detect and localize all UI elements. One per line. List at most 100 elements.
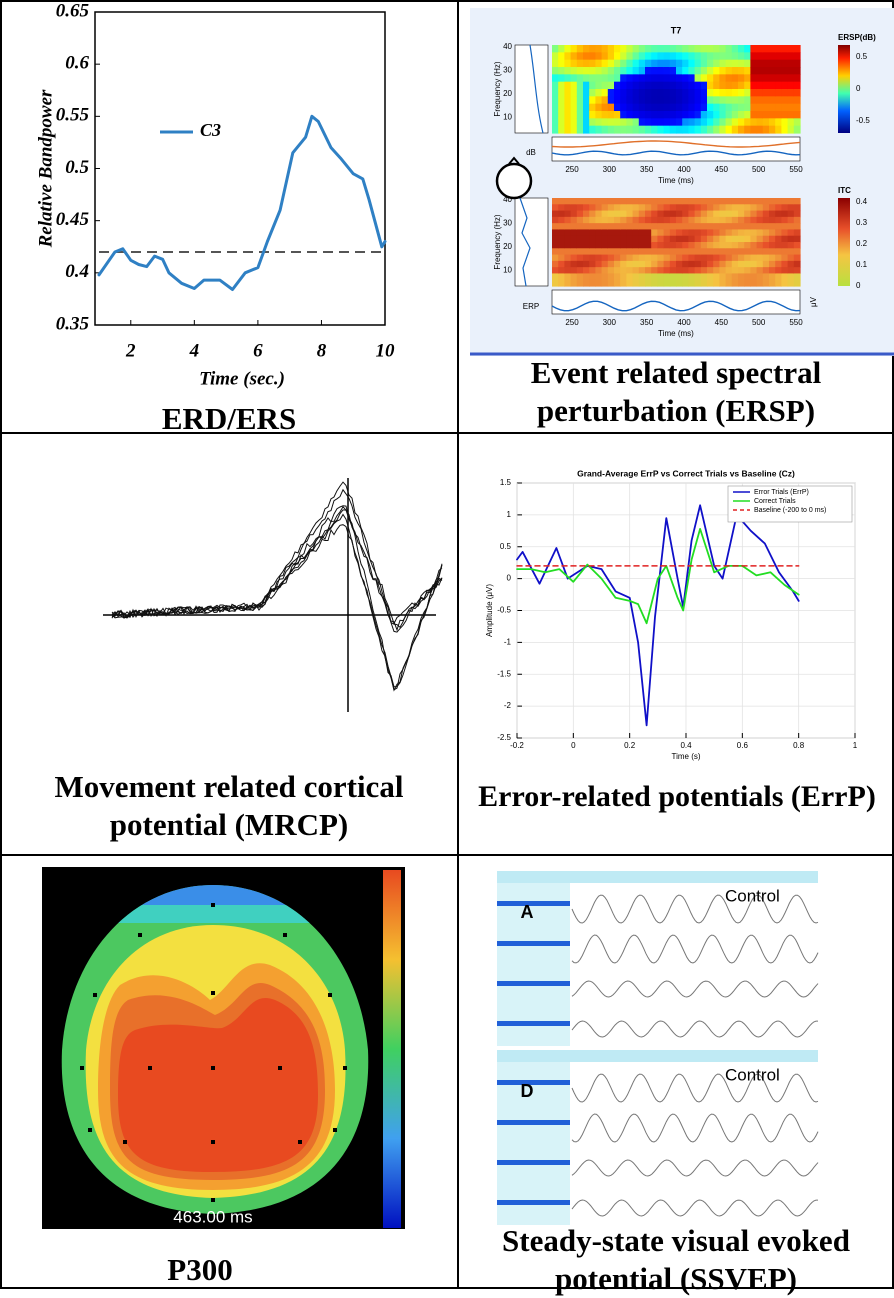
heatmap-cell [564, 248, 572, 256]
heatmap-cell [793, 260, 801, 268]
heatmap-cell [756, 96, 764, 105]
heatmap-cell [552, 45, 559, 53]
heatmap-cell [756, 223, 764, 231]
trace-line [551, 140, 801, 148]
heatmap-cell [657, 260, 665, 268]
heatmap-cell [676, 267, 683, 275]
heatmap-cell [719, 111, 727, 119]
heatmap-cell [620, 204, 627, 212]
heatmap-cell [564, 204, 572, 212]
heatmap-cell [552, 229, 559, 237]
heatmap-cell [769, 81, 776, 90]
heatmap-cell [731, 248, 739, 256]
heatmap-cell [651, 279, 658, 287]
heatmap-cell [719, 96, 727, 105]
heatmap-cell [719, 267, 727, 275]
heatmap-cell [738, 279, 745, 287]
mrcp-trace [111, 481, 443, 633]
heatmap-cell [601, 67, 609, 75]
colorbar-tick-label: 0.2 [856, 239, 868, 248]
heatmap-cell [762, 111, 770, 119]
heatmap-cell [663, 235, 671, 243]
legend-label: C3 [200, 120, 221, 140]
heatmap-cell [589, 125, 596, 134]
heatmap-cell [750, 216, 758, 224]
heatmap-cell [626, 59, 634, 68]
heatmap-cell [614, 229, 621, 237]
heatmap-cell [725, 118, 733, 127]
heatmap-cell [583, 103, 590, 112]
heatmap-cell [589, 204, 596, 212]
heatmap-cell [620, 111, 627, 119]
heatmap-cell [595, 210, 603, 218]
condition-label: Control [725, 886, 780, 905]
heatmap-cell [725, 204, 733, 212]
heatmap-cell [769, 89, 776, 97]
heatmap-cell [570, 125, 578, 134]
heatmap-cell [713, 229, 720, 237]
ssvep-wave [571, 1159, 819, 1177]
heatmap-cell [552, 204, 559, 212]
caption: P300 [167, 1252, 233, 1287]
heatmap-cell [552, 96, 559, 105]
heatmap-cell [719, 52, 727, 61]
heatmap-cell [620, 52, 627, 61]
heatmap-cell [614, 45, 621, 53]
heatmap-cell [558, 210, 565, 218]
y-tick-label: 40 [503, 42, 512, 51]
heatmap-cell [564, 223, 572, 231]
electrode [283, 933, 287, 937]
heatmap-cell [595, 103, 603, 112]
heatmap-cell [787, 96, 795, 105]
heatmap-cell [583, 125, 590, 134]
heatmap-cell [607, 223, 615, 231]
heatmap-cell [552, 89, 559, 97]
heatmap-cell [738, 260, 745, 268]
heatmap-cell [552, 103, 559, 112]
heatmap-cell [738, 111, 745, 119]
heatmap-cell [564, 229, 572, 237]
heatmap-cell [781, 235, 789, 243]
heatmap-cell [738, 254, 745, 262]
heatmap-cell [738, 103, 745, 112]
heatmap-cell [707, 96, 714, 105]
electrode [280, 1208, 284, 1212]
legend-label: Correct Trials [754, 498, 796, 505]
heatmap-cell [595, 242, 603, 249]
heatmap-cell [614, 267, 621, 275]
heatmap-cell [583, 242, 590, 249]
heatmap-cell [607, 248, 615, 256]
heatmap-cell [601, 89, 609, 97]
heatmap-cell [700, 260, 708, 268]
heatmap-cell [595, 96, 603, 105]
heatmap-cell [595, 204, 603, 212]
heatmap-cell [583, 267, 590, 275]
heatmap-cell [651, 235, 658, 243]
heatmap-cell [700, 111, 708, 119]
electrode [343, 1066, 347, 1070]
x-axis-label: Time (ms) [658, 176, 694, 185]
heatmap-cell [793, 118, 801, 127]
heatmap-cell [731, 74, 739, 83]
heatmap-cell [719, 103, 727, 112]
heatmap-cell [651, 96, 658, 105]
heatmap-cell [595, 248, 603, 256]
heatmap-cell [657, 45, 665, 53]
y-tick-label: -2.5 [497, 733, 511, 742]
electrode [211, 991, 215, 995]
electrode [143, 1208, 147, 1212]
ssvep-figure: A Control D Control [497, 871, 819, 1225]
heatmap-cell [595, 81, 603, 90]
colorbar-tick-label: 0.4 [856, 197, 868, 206]
heatmap-cell [700, 279, 708, 287]
heatmap-cell [713, 235, 720, 243]
y-tick-label: 0.45 [56, 209, 90, 230]
heatmap-cell [775, 96, 782, 105]
heatmap-cell [601, 248, 609, 256]
heatmap-cell [719, 118, 727, 127]
heatmap-cell [707, 204, 714, 212]
heatmap-cell [787, 204, 795, 212]
heatmap-cell [731, 267, 739, 275]
electrode [333, 1128, 337, 1132]
heatmap-cell [626, 74, 634, 83]
